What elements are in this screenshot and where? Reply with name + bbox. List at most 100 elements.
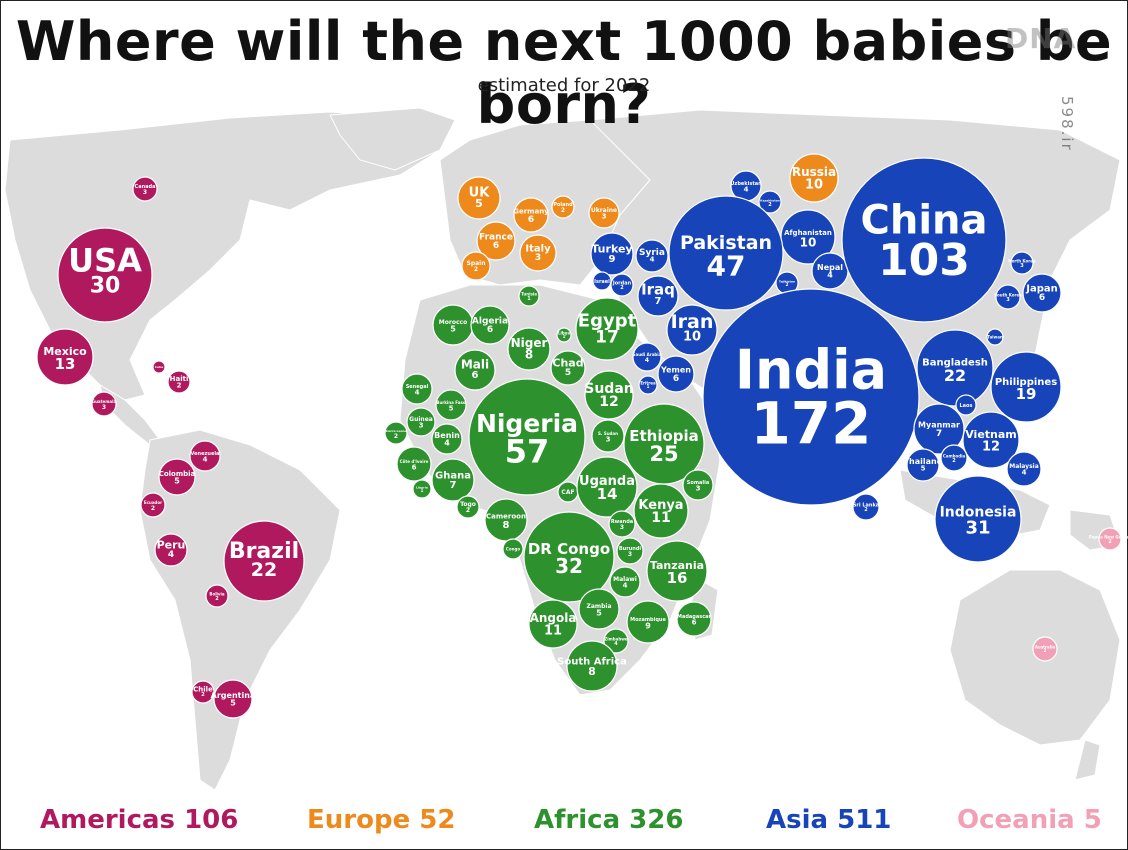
bubble-value-brazil: 22 <box>251 559 277 581</box>
bubble-value-niger: 8 <box>525 348 533 362</box>
bubble-value-chile: 2 <box>201 692 205 698</box>
bubble-circle-egypt <box>575 297 639 361</box>
bubble-circle-senegal <box>401 373 433 405</box>
bubble-circle-uk <box>457 176 501 220</box>
bubble-value-c-te-d-ivoire: 6 <box>412 464 417 472</box>
bubble-value-mali: 6 <box>472 370 479 381</box>
region-totals: Americas 106 Europe 52 Africa 326 Asia 5… <box>0 805 1128 841</box>
bubble-name-nigeria: Nigeria <box>476 409 578 438</box>
bubble-circle-guinea <box>406 407 436 437</box>
bubble-name-s-sudan: S. Sudan <box>598 431 618 436</box>
bubble-name-egypt: Egypt <box>578 310 637 331</box>
bubble-circle-zambia <box>578 588 620 630</box>
bubble-name-tanzania: Tanzania <box>650 559 704 572</box>
total-europe: Europe 52 <box>307 805 456 835</box>
bubble-circle-poland <box>551 195 575 219</box>
bubble-israel: Israel <box>592 271 612 291</box>
page-title: Where will the next 1000 babies be born? <box>15 10 1113 136</box>
bubble-circle-saudi-arabia <box>632 342 662 372</box>
bubble-name-kazakhstan: Kazakhstan <box>760 198 780 202</box>
bubble-circle-ukraine <box>588 197 620 229</box>
bubble-laos: Laos <box>955 394 977 416</box>
bubble-value-jordan: 2 <box>620 285 624 291</box>
bubble-uk: UK5 <box>457 176 501 220</box>
bubble-circle-chile <box>191 680 215 704</box>
bubble-value-germany: 6 <box>528 215 534 225</box>
bubble-value-nigeria: 57 <box>505 433 550 471</box>
bubble-circle-cambodia <box>940 444 968 472</box>
bubble-value-guinea: 3 <box>419 422 424 430</box>
bubble-value-france: 6 <box>493 241 499 251</box>
bubble-value-south-africa: 8 <box>588 665 596 678</box>
bubble-circle-italy <box>519 234 557 272</box>
bubble-circle-congo <box>502 538 524 560</box>
bubble-circle-tanzania <box>646 540 708 602</box>
bubble-name-japan: Japan <box>1025 284 1058 295</box>
bubble-circle-s-sudan <box>591 419 625 453</box>
bubble-name-chad: Chad <box>552 357 583 370</box>
bubble-name-iraq: Iraq <box>641 281 675 299</box>
bubble-value-chad: 5 <box>565 368 571 378</box>
bubble-value-kenya: 11 <box>651 510 670 526</box>
bubble-name-mexico: Mexico <box>43 345 87 358</box>
bubble-value-tanzania: 16 <box>667 569 688 587</box>
bubble-name-italy: Italy <box>525 244 551 255</box>
bubble-name-russia: Russia <box>792 165 836 179</box>
bubble-name-malawi: Malawi <box>613 576 637 583</box>
bubble-name-ecuador: Ecuador <box>144 500 162 505</box>
bubble-name-haiti: Haiti <box>170 375 189 383</box>
bubble-name-syria: Syria <box>639 248 665 258</box>
bubble-name-canada: Canada <box>135 184 156 190</box>
bubble-circle-papua-new-guinea <box>1098 527 1122 551</box>
bubble-circle-colombia <box>158 458 196 496</box>
bubble-name-togo: Togo <box>460 501 476 508</box>
bubble-circle-philippines <box>990 351 1062 423</box>
bubble-value-ukraine: 3 <box>602 213 607 221</box>
bubble-name-malaysia: Malaysia <box>1009 463 1039 470</box>
bubble-circle-usa <box>57 227 153 323</box>
bubble-name-cambodia: Cambodia <box>943 453 966 458</box>
bubble-circle-niger <box>507 327 551 371</box>
bubble-circle-mozambique <box>626 600 670 644</box>
bubble-name-mozambique: Mozambique <box>630 617 666 623</box>
bubble-value-argentina: 5 <box>230 698 236 707</box>
bubble-circle-mali <box>454 349 496 391</box>
bubble-name-caf: CAF <box>561 489 574 496</box>
bubble-name-somalia: Somalia <box>687 480 709 486</box>
bubble-name-uk: UK <box>469 185 491 200</box>
bubble-circle-burkina-faso <box>435 389 467 421</box>
total-americas: Americas 106 <box>40 805 239 835</box>
bubble-circle-venezuela <box>189 440 221 472</box>
bubble-value-iran: 10 <box>683 329 701 344</box>
bubble-value-rwanda: 3 <box>620 524 624 531</box>
bubble-name-guinea: Guinea <box>409 416 433 423</box>
bubble-value-canada: 3 <box>143 189 147 196</box>
bubble-name-ethiopia: Ethiopia <box>629 427 699 445</box>
bubble-value-malaysia: 4 <box>1022 469 1027 477</box>
